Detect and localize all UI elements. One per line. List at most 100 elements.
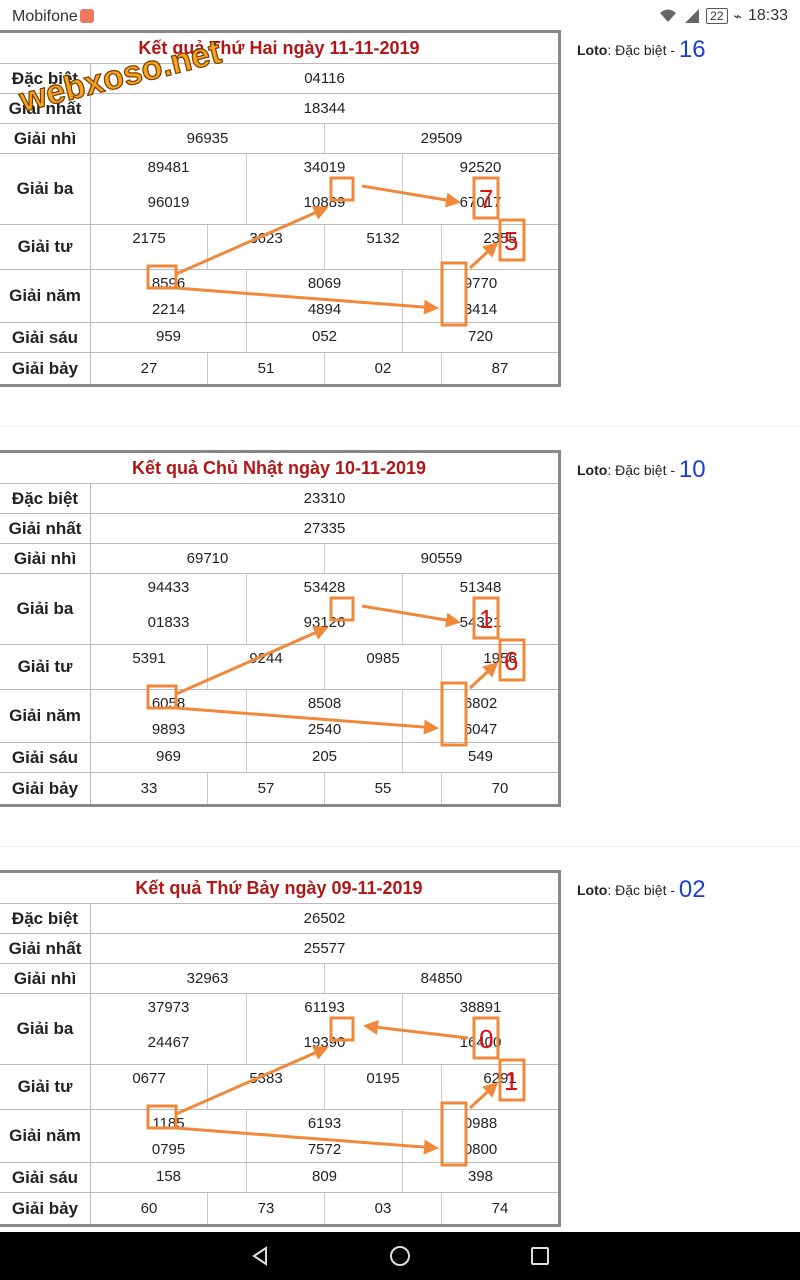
prize-number: 23310 <box>303 490 346 507</box>
prize-number: 38891 <box>459 999 502 1016</box>
row-label: Giải nhất <box>0 514 91 543</box>
row-line: 6058 8508 6802 <box>91 690 558 716</box>
loto-info: Loto: Đặc biệt - 02 <box>577 876 706 904</box>
prize-number: 03 <box>325 1193 442 1224</box>
result-table: Kết quả Chủ Nhật ngày 10-11-2019 Đặc biệ… <box>0 450 561 807</box>
row-line: 959 052 720 <box>91 323 558 352</box>
row-line: 24467 19390 16400 <box>91 1029 558 1064</box>
row-line: 158 809 398 <box>91 1163 558 1192</box>
back-button[interactable] <box>245 1241 275 1271</box>
row-label: Giải nhì <box>0 124 91 153</box>
row-giai-tu: Giải tư 2175 3623 5132 2355 <box>0 225 558 270</box>
navigation-bar <box>0 1232 800 1280</box>
row-label: Đặc biệt <box>0 64 91 93</box>
prize-number: 7572 <box>247 1136 403 1162</box>
row-label: Giải nhì <box>0 544 91 573</box>
prize-number: 549 <box>467 748 494 765</box>
prize-number: 3414 <box>463 301 498 318</box>
row-giai-ba: Giải ba 89481 34019 92520 96019 10889 67017 <box>0 154 558 225</box>
prize-number: 205 <box>247 743 403 772</box>
row-giai-bay: Giải bảy 60 73 03 74 <box>0 1193 558 1224</box>
prize-number: 0677 <box>91 1065 208 1109</box>
row-line: 1185 6193 0988 <box>91 1110 558 1136</box>
row-label: Giải bảy <box>0 353 91 384</box>
row-giai-bay: Giải bảy 27 51 02 87 <box>0 353 558 384</box>
prize-number: 24467 <box>91 1029 247 1064</box>
home-button[interactable] <box>385 1241 415 1271</box>
prize-number: 10889 <box>247 189 403 224</box>
row-label: Giải ba <box>0 994 91 1064</box>
prize-number: 9770 <box>463 275 498 292</box>
prize-number: 8508 <box>247 690 403 716</box>
row-label: Giải năm <box>0 270 91 322</box>
prize-number: 18344 <box>303 100 346 117</box>
row-label: Giải bảy <box>0 1193 91 1224</box>
prize-number: 84850 <box>420 970 463 987</box>
row-giai-bay: Giải bảy 33 57 55 70 <box>0 773 558 804</box>
row-line: 01833 93126 54321 <box>91 609 558 644</box>
prize-number: 27335 <box>303 520 346 537</box>
battery-icon: 22 <box>706 8 728 24</box>
row-label: Giải tư <box>0 645 91 689</box>
loto-info: Loto: Đặc biệt - 16 <box>577 36 706 64</box>
carrier-name: Mobifone <box>12 8 78 25</box>
prize-number: 34019 <box>247 154 403 189</box>
recents-button[interactable] <box>525 1241 555 1271</box>
prize-number: 67017 <box>459 194 502 211</box>
row-line: 0677 5383 0195 6291 <box>91 1065 558 1109</box>
prize-number: 0988 <box>463 1115 498 1132</box>
result-table: Kết quả Thứ Bảy ngày 09-11-2019 Đặc biệt… <box>0 870 561 1227</box>
row-label: Đặc biệt <box>0 904 91 933</box>
prize-number: 96935 <box>91 124 325 153</box>
prize-number: 6802 <box>463 695 498 712</box>
row-line: 969 205 549 <box>91 743 558 772</box>
row-line: 96935 29509 <box>91 124 558 153</box>
prize-number: 158 <box>91 1163 247 1192</box>
prize-number: 33 <box>91 773 208 804</box>
row-line: 9893 2540 6047 <box>91 716 558 742</box>
row-giai-nhat: Giải nhất 18344 <box>0 94 558 124</box>
row-label: Giải năm <box>0 690 91 742</box>
prize-number: 8596 <box>91 270 247 296</box>
row-giai-nam: Giải năm 8596 8069 9770 2214 4894 3414 <box>0 270 558 323</box>
loto-value: 02 <box>678 876 706 903</box>
loto-prefix: Loto <box>577 462 608 478</box>
row-dac-biet: Đặc biệt 26502 <box>0 904 558 934</box>
row-giai-nhat: Giải nhất 27335 <box>0 514 558 544</box>
row-dac-biet: Đặc biệt 23310 <box>0 484 558 514</box>
prize-number: 16400 <box>459 1034 502 1051</box>
row-line: 2214 4894 3414 <box>91 296 558 322</box>
prize-number: 5132 <box>325 225 442 269</box>
loto-prefix: Loto <box>577 42 608 58</box>
row-label: Giải nhất <box>0 934 91 963</box>
divider <box>0 426 800 427</box>
row-line: 96019 10889 67017 <box>91 189 558 224</box>
row-line: 60 73 03 74 <box>91 1193 558 1224</box>
prize-number: 96019 <box>91 189 247 224</box>
prize-number: 26502 <box>303 910 346 927</box>
row-giai-nhi: Giải nhì 69710 90559 <box>0 544 558 574</box>
prize-number: 73 <box>208 1193 325 1224</box>
wifi-icon <box>660 9 677 22</box>
prize-number: 720 <box>467 328 494 345</box>
row-line: 2175 3623 5132 2355 <box>91 225 558 269</box>
row-line: 37973 61193 38891 <box>91 994 558 1029</box>
row-giai-nhi: Giải nhì 32963 84850 <box>0 964 558 994</box>
recents-icon <box>531 1247 549 1265</box>
status-bar: Mobifone 22 ⌁ 18:33 <box>0 0 800 34</box>
prize-number: 51348 <box>459 579 502 596</box>
row-giai-nhat: Giải nhất 25577 <box>0 934 558 964</box>
battery-level: 22 <box>710 9 724 23</box>
prize-number: 87 <box>491 360 509 377</box>
prize-number: 51 <box>208 353 325 384</box>
prize-number: 37973 <box>91 994 247 1029</box>
signal-icon <box>685 9 700 23</box>
row-label: Giải năm <box>0 1110 91 1162</box>
prize-number: 6291 <box>483 1070 517 1087</box>
prize-number: 2175 <box>91 225 208 269</box>
prize-number: 89481 <box>91 154 247 189</box>
back-icon <box>252 1246 267 1266</box>
row-giai-nam: Giải năm 6058 8508 6802 9893 2540 6047 <box>0 690 558 743</box>
prize-number: 74 <box>491 1200 509 1217</box>
row-line: 5391 9244 0985 1956 <box>91 645 558 689</box>
